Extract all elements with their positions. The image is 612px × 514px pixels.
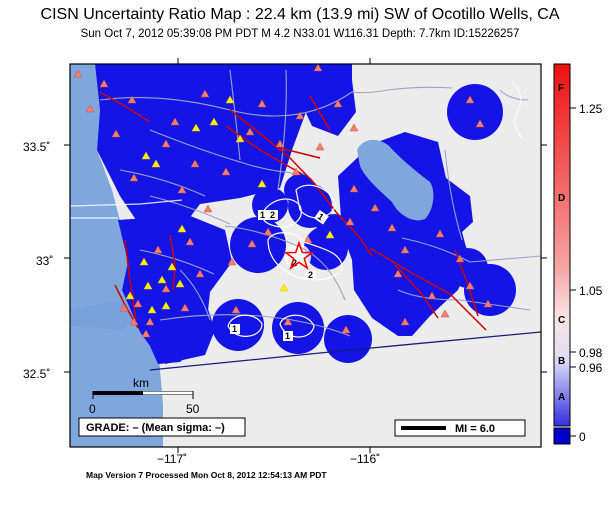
ocean-shelf: [70, 300, 135, 330]
colorbar-label: 0.96: [579, 361, 603, 375]
map-title: CISN Uncertainty Ratio Map : 22.4 km (13…: [40, 6, 560, 23]
colorbar-label: 0: [579, 430, 586, 444]
epicenter-star-icon: [283, 240, 315, 270]
map-frame: [69, 63, 542, 448]
lat-tick-label: 33˚: [36, 254, 53, 268]
seismic-stations: [73, 64, 493, 338]
lon-tick-label: −116˚: [350, 452, 380, 466]
scale-label-0: 0: [89, 402, 96, 416]
colorbar-label: 1.05: [579, 284, 603, 298]
colorbar-zero-swatch: [553, 427, 571, 445]
scale-bar: km 0 50: [89, 376, 200, 416]
processed-footer: Map Version 7 Processed Mon Oct 8, 2012 …: [86, 470, 327, 480]
contour-label: 1: [232, 324, 237, 334]
low-uncertainty-coverage: [95, 64, 516, 364]
ocean-area: [70, 64, 163, 447]
contour-label: 2: [308, 270, 313, 280]
lon-tick-label: −117˚: [157, 452, 187, 466]
colorbar: 1.25 1.05 0.98 0.96 0 F D C B A: [553, 63, 603, 445]
colorbar-grade: F: [558, 83, 564, 94]
contour-label: 1: [260, 210, 265, 220]
contour-label: 1: [285, 331, 290, 341]
alt-stations: [125, 95, 335, 314]
colorbar-grade: D: [558, 193, 565, 204]
event-subtitle: Sun Oct 7, 2012 05:39:08 PM PDT M 4.2 N3…: [80, 28, 520, 40]
faults: [99, 91, 487, 331]
grade-box: [78, 417, 246, 437]
us-mexico-border: [149, 331, 541, 371]
lat-tick-label: 33.5˚: [23, 140, 50, 154]
borders: [70, 199, 183, 219]
colorbar-grade: A: [558, 392, 565, 403]
uncertainty-contours: [227, 184, 343, 338]
scale-unit: km: [133, 376, 149, 390]
colorbar-grade: B: [558, 356, 565, 367]
state-border: [511, 81, 523, 139]
colorbar-grade: C: [558, 315, 565, 326]
mi-legend-box: [394, 419, 526, 437]
contour-label: 2: [270, 210, 275, 220]
map-area: 1 2 1 2 2 1 1 1 km 0 50: [70, 64, 541, 447]
salton-sea: [357, 139, 434, 221]
colorbar-label: 0.98: [579, 346, 603, 360]
map-ticks: [64, 58, 547, 453]
colorbar-frame: [553, 63, 571, 427]
colorbar-gradient: [554, 64, 570, 426]
scale-label-50: 50: [186, 402, 200, 416]
contour-label: 1: [316, 211, 326, 222]
colorbar-label: 1.25: [579, 102, 603, 116]
mi-legend-text: MI = 6.0: [455, 423, 495, 435]
lat-tick-label: 32.5˚: [23, 367, 50, 381]
contour-label-group: 1 2 1 2 2 1 1 1: [230, 210, 329, 341]
grade-text: GRADE: – (Mean sigma: –): [86, 422, 225, 434]
contour-label: 2: [292, 258, 297, 268]
